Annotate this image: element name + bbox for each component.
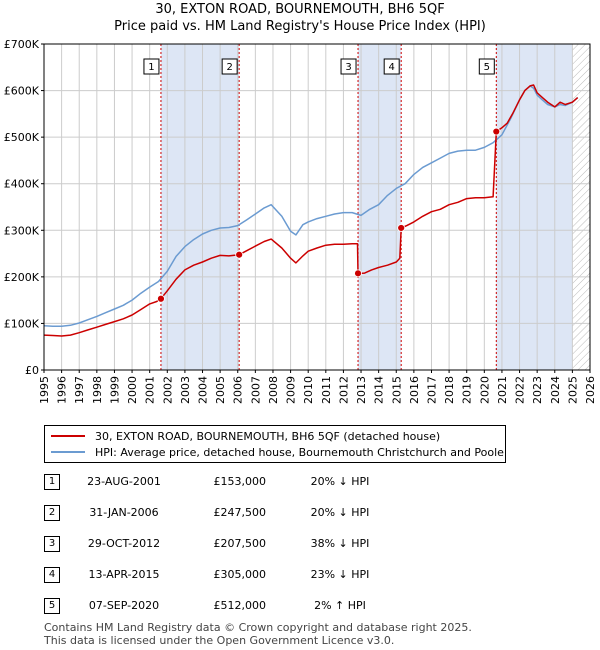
x-tick-label: 2001	[144, 376, 157, 404]
transaction-date: 23-AUG-2001	[87, 475, 161, 488]
sale-point	[397, 224, 406, 232]
chart-title-line-2: Price paid vs. HM Land Registry's House …	[114, 19, 486, 34]
x-tick-label: 2026	[584, 376, 597, 404]
y-tick-label: £400K	[4, 178, 40, 191]
y-tick-label: £600K	[4, 85, 40, 98]
x-tick-label: 2019	[461, 376, 474, 404]
ownership-period-shade	[496, 44, 573, 370]
footer-attribution: Contains HM Land Registry data © Crown c…	[44, 621, 472, 647]
x-tick-label: 1999	[108, 376, 121, 404]
legend-item-price: 30, EXTON ROAD, BOURNEMOUTH, BH6 5QF (de…	[51, 428, 440, 444]
transaction-date: 31-JAN-2006	[89, 506, 159, 519]
y-tick-label: £300K	[4, 224, 40, 237]
transaction-price: £207,500	[213, 537, 267, 550]
table-row: 2 31-JAN-2006 £247,500 20% ↓ HPI	[0, 503, 600, 523]
x-tick-label: 2010	[302, 376, 315, 404]
x-tick-label: 2024	[549, 376, 562, 404]
x-tick-label: 2016	[408, 376, 421, 404]
x-tick-label: 2004	[197, 376, 210, 404]
ownership-period-shade	[358, 44, 402, 370]
y-tick-label: £700K	[4, 38, 40, 51]
x-tick-label: 2015	[390, 376, 403, 404]
x-tick-label: 2008	[267, 376, 280, 404]
transaction-date: 29-OCT-2012	[87, 537, 161, 550]
sale-number-label: 5	[484, 62, 490, 73]
transaction-hpi-diff: 20% ↓ HPI	[310, 506, 370, 519]
x-tick-label: 2013	[355, 376, 368, 404]
transaction-date: 13-APR-2015	[88, 568, 160, 581]
y-tick-label: £100K	[4, 317, 40, 330]
x-tick-label: 2021	[496, 376, 509, 404]
x-tick-label: 2002	[161, 376, 174, 404]
y-tick-label: £0	[25, 364, 39, 377]
x-tick-label: 2000	[126, 376, 139, 404]
transaction-hpi-diff: 2% ↑ HPI	[314, 599, 366, 612]
x-tick-label: 2011	[320, 376, 333, 404]
sale-number-box	[383, 58, 400, 75]
transaction-price: £305,000	[213, 568, 267, 581]
x-tick-label: 2025	[566, 376, 579, 404]
table-row: 1 23-AUG-2001 £153,000 20% ↓ HPI	[0, 472, 600, 492]
x-tick-label: 2022	[514, 376, 527, 404]
x-tick-label: 2007	[249, 376, 262, 404]
x-tick-label: 2020	[478, 376, 491, 404]
sale-point	[235, 250, 244, 259]
transaction-hpi-diff: 20% ↓ HPI	[310, 475, 370, 488]
transaction-price: £512,000	[213, 599, 267, 612]
x-tick-label: 2012	[337, 376, 350, 404]
x-tick-label: 2023	[531, 376, 544, 404]
transaction-price: £153,000	[213, 475, 267, 488]
x-tick-label: 2018	[443, 376, 456, 404]
x-tick-label: 1998	[91, 376, 104, 404]
chart-legend: 30, EXTON ROAD, BOURNEMOUTH, BH6 5QF (de…	[44, 425, 506, 463]
sale-number-box	[143, 58, 160, 75]
table-row: 4 13-APR-2015 £305,000 23% ↓ HPI	[0, 565, 600, 585]
transaction-number: 3	[44, 536, 60, 552]
transaction-number: 2	[44, 505, 60, 521]
sale-number-label: 4	[389, 62, 395, 73]
sale-point	[354, 269, 362, 278]
footer-line-1: Contains HM Land Registry data © Crown c…	[44, 621, 472, 634]
transaction-price: £247,500	[213, 506, 267, 519]
transaction-number: 4	[44, 567, 60, 583]
x-tick-label: 1997	[73, 376, 86, 404]
transaction-hpi-diff: 38% ↓ HPI	[310, 537, 370, 550]
price-paid-series-line	[44, 84, 579, 337]
x-tick-label: 1995	[38, 376, 51, 404]
sale-number-box	[478, 58, 495, 75]
ownership-period-shade	[160, 44, 240, 370]
x-tick-label: 2005	[214, 376, 227, 404]
transaction-hpi-diff: 23% ↓ HPI	[310, 568, 370, 581]
sale-number-label: 3	[345, 62, 351, 73]
sale-number-label: 2	[226, 62, 232, 73]
legend-label-hpi: HPI: Average price, detached house, Bour…	[95, 445, 504, 459]
forecast-hatch-region	[572, 44, 590, 370]
price-chart: 1 2 3 4 5 £0 £100K £200K £300K £400K £500K £600K £7…	[4, 38, 597, 404]
y-tick-label: £500K	[4, 131, 40, 144]
x-tick-label: 1996	[56, 376, 69, 404]
sale-point	[492, 127, 501, 136]
transaction-number: 1	[44, 474, 60, 490]
chart-title-line-1: 30, EXTON ROAD, BOURNEMOUTH, BH6 5QF	[155, 2, 445, 17]
x-tick-label: 2014	[373, 376, 386, 404]
table-row: 5 07-SEP-2020 £512,000 2% ↑ HPI	[0, 596, 600, 616]
x-tick-label: 2006	[232, 376, 245, 404]
footer-line-2: This data is licensed under the Open Gov…	[44, 634, 395, 647]
transaction-date: 07-SEP-2020	[88, 599, 160, 612]
x-tick-label: 2017	[425, 376, 438, 404]
sale-point	[157, 294, 165, 303]
legend-swatch-hpi	[51, 451, 85, 453]
sale-number-label: 1	[148, 62, 154, 73]
x-tick-label: 2009	[285, 376, 298, 404]
sale-number-box	[340, 58, 357, 75]
y-tick-label: £200K	[4, 271, 40, 284]
legend-label-price: 30, EXTON ROAD, BOURNEMOUTH, BH6 5QF (de…	[95, 429, 441, 443]
plot-frame	[43, 43, 591, 371]
transaction-number: 5	[44, 598, 60, 614]
sale-number-box	[221, 58, 238, 75]
legend-item-hpi: HPI: Average price, detached house, Bour…	[51, 444, 504, 460]
table-row: 3 29-OCT-2012 £207,500 38% ↓ HPI	[0, 534, 600, 554]
legend-swatch-price	[51, 435, 85, 437]
x-tick-label: 2003	[179, 376, 192, 404]
